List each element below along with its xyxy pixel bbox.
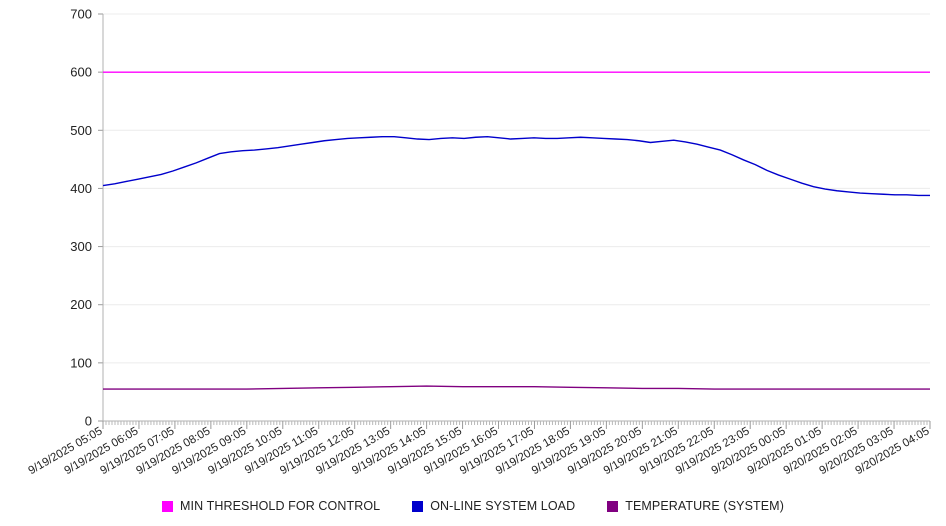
y-tick-label: 700 [70,7,92,22]
y-tick-label: 300 [70,239,92,254]
legend-color-swatch [607,500,619,512]
legend-item[interactable]: TEMPERATURE (SYSTEM) [607,499,784,513]
legend-color-swatch [162,500,174,512]
series-line [102,135,930,197]
y-tick-label: 100 [70,355,92,370]
y-tick-label: 0 [85,414,92,429]
y-tick-label: 200 [70,297,92,312]
series-line [103,385,930,390]
legend-item[interactable]: MIN THRESHOLD FOR CONTROL [162,499,380,513]
legend-label: ON-LINE SYSTEM LOAD [430,499,576,513]
legend-label: TEMPERATURE (SYSTEM) [625,499,784,513]
y-tick-label: 600 [70,65,92,80]
chart-legend: MIN THRESHOLD FOR CONTROL ON-LINE SYSTEM … [0,494,946,518]
legend-label: MIN THRESHOLD FOR CONTROL [180,499,381,513]
legend-color-swatch [412,500,424,512]
legend-item[interactable]: ON-LINE SYSTEM LOAD [412,499,575,513]
y-tick-label: 400 [70,181,92,196]
y-tick-label: 500 [70,123,92,138]
